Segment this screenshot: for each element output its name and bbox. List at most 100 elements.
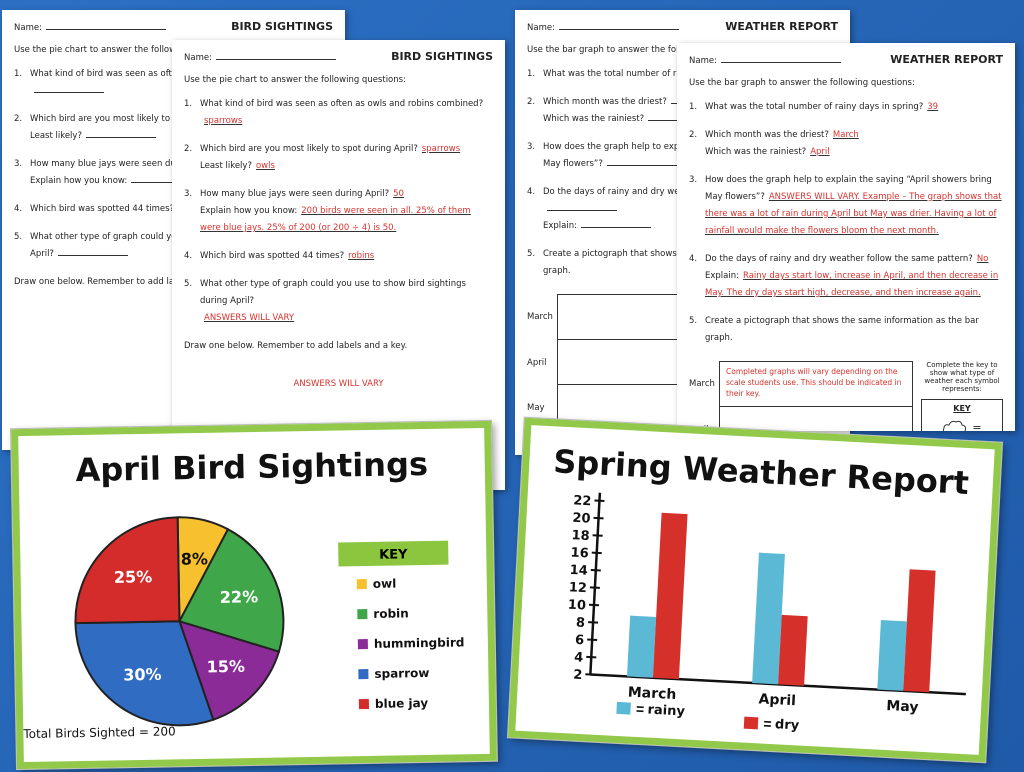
y-tick-label: 2 (573, 668, 583, 683)
question: 2. Which bird are you most likely to spot… (184, 141, 493, 175)
y-tick-label: 8 (576, 615, 586, 630)
pie-slice (74, 516, 181, 625)
question-line: Create a pictograph that shows the same … (705, 313, 1003, 347)
x-tick-label: May (886, 698, 919, 716)
question-text: What was the total number of rainy days … (543, 69, 762, 79)
question-number: 3. (14, 159, 23, 169)
slice-label: 8% (181, 549, 208, 568)
question-number: 1. (689, 102, 698, 112)
question-number: 1. (184, 99, 193, 109)
question-text: What other type of graph could you use t… (200, 279, 466, 306)
question-text: Which was the rainiest? (705, 147, 807, 157)
pictograph-note: Completed graphs will vary depending on … (726, 367, 902, 398)
y-tick (587, 638, 598, 642)
worksheet-title: BIRD SIGHTINGS (231, 20, 333, 33)
answer: sparrows (204, 116, 243, 126)
question-line: What kind of bird was seen as often as o… (30, 66, 333, 100)
question-line: Least likely? (30, 128, 322, 145)
question-text: How many blue jays were seen during Apri… (200, 189, 390, 199)
key-instructions: Complete the key to show what type of we… (924, 361, 1000, 393)
chart-note: Total Birds Sighted = 200 (22, 724, 176, 741)
question-body: Do the days of rainy and dry weather fol… (705, 251, 1003, 302)
question: 4. Do the days of rainy and dry weather f… (527, 184, 838, 235)
y-tick-label: 16 (570, 546, 589, 562)
answer-line (606, 156, 677, 166)
y-tick-label: 10 (567, 598, 586, 614)
closing-text: Draw one below. Remember to add labels a… (14, 277, 238, 287)
y-tick (591, 551, 602, 555)
y-tick (588, 603, 600, 607)
question-text: Which bird was spotted 44 times? (200, 251, 345, 261)
question-text: What was the total number of rainy days … (705, 102, 924, 112)
legend-label: hummingbird (374, 635, 465, 651)
legend-swatch (357, 639, 368, 650)
question-text: What kind of bird was seen as often as o… (200, 99, 484, 109)
answer: ANSWERS WILL VARY. Example – The graph s… (705, 192, 1002, 236)
pictograph-key: Complete the key to show what type of we… (921, 361, 1003, 431)
name-label: Name: (184, 53, 212, 63)
legend-equals (636, 706, 644, 713)
legend-label: owl (373, 577, 397, 591)
header: Name: WEATHER REPORT (527, 20, 838, 33)
question-text: Which month was the driest? (705, 130, 829, 140)
slice-label: 15% (207, 657, 246, 677)
x-tick-label: March (627, 684, 676, 703)
question: 1. What kind of bird was seen as often as… (14, 66, 333, 100)
legend-equals (763, 720, 772, 727)
worksheet: Name: BIRD SIGHTINGS Use the pie chart to … (172, 40, 505, 490)
answer: 200 birds were seen in all. 25% of them … (200, 206, 471, 233)
header: Name: WEATHER REPORT (689, 53, 1003, 66)
key-row: = (922, 419, 1002, 431)
answer-line (57, 246, 128, 256)
pie-slice (177, 527, 285, 653)
worksheet: Name: WEATHER REPORT Use the bar graph to … (677, 43, 1015, 431)
y-tick-label: 22 (573, 493, 592, 509)
question-text: Create a pictograph that shows the same … (705, 316, 979, 343)
y-tick (593, 516, 604, 520)
question: 4. Do the days of rainy and dry weather f… (689, 251, 1003, 302)
pictograph-grid: March Completed graphs will vary dependin… (689, 361, 913, 431)
y-tick (592, 534, 603, 537)
question-number: 3. (689, 175, 698, 185)
question-number: 3. (527, 142, 536, 152)
question-text: Least likely? (30, 131, 82, 141)
name-line (720, 53, 841, 63)
answer: 50 (393, 189, 404, 199)
question-body: Create a pictograph that shows the same … (705, 313, 1003, 347)
y-tick (588, 621, 599, 624)
question-line: Explain: Rainy days start low, increase i… (705, 268, 1003, 302)
question: 5. Create a pictograph that shows the sam… (689, 313, 1003, 347)
question-text: Which bird are you most likely to spot d… (30, 114, 248, 124)
question-number: 2. (184, 144, 193, 154)
header: Name: BIRD SIGHTINGS (184, 50, 493, 63)
question-text: Do the days of rainy and dry weather fol… (543, 187, 811, 197)
legend-swatch (358, 669, 369, 680)
bar (752, 552, 785, 685)
question-number: 5. (14, 232, 23, 242)
question-text: Least likely? (200, 161, 252, 171)
question-line: Least likely? owls (200, 158, 464, 175)
question-body: Which bird are you most likely to spot d… (200, 141, 464, 175)
question-line: Which bird are you most likely to spot d… (200, 141, 464, 158)
question-body: How does the graph help to explain the s… (705, 172, 1003, 240)
question-number: 4. (14, 204, 23, 214)
slice-label: 25% (114, 567, 153, 587)
legend-swatch (358, 699, 370, 710)
question-line: Explain how you know: (30, 173, 293, 190)
name-line (558, 20, 679, 30)
legend-swatch (743, 716, 759, 730)
pie-slice (74, 620, 215, 727)
name-field: Name: (689, 53, 841, 66)
question-number: 3. (184, 189, 193, 199)
answer-line (580, 218, 651, 228)
row-label: April (527, 357, 547, 368)
row-label: March (527, 312, 553, 322)
question-line: ANSWERS WILL VARY (200, 310, 493, 327)
y-tick (590, 568, 601, 572)
question-text: Explain how you know: (30, 176, 128, 186)
chart-title: Spring Weather Report (552, 442, 969, 502)
answer: robins (348, 251, 375, 261)
y-tick (594, 499, 605, 502)
question-text: What kind of bird was seen as often as o… (30, 69, 313, 79)
